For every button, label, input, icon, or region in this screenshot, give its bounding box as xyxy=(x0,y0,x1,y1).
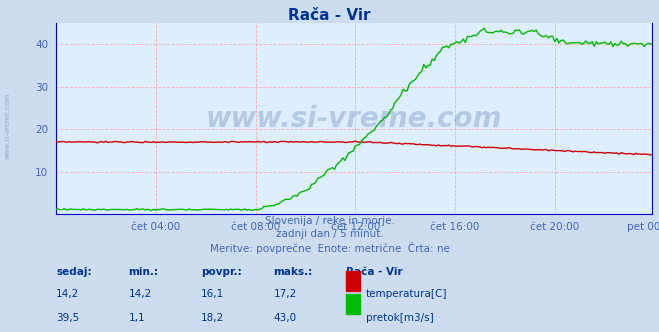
Text: 17,2: 17,2 xyxy=(273,289,297,299)
Text: maks.:: maks.: xyxy=(273,267,313,277)
Text: sedaj:: sedaj: xyxy=(56,267,92,277)
Text: Rača - Vir: Rača - Vir xyxy=(346,267,403,277)
Text: temperatura[C]: temperatura[C] xyxy=(366,289,447,299)
Text: min.:: min.: xyxy=(129,267,159,277)
Text: 1,1: 1,1 xyxy=(129,313,145,323)
Text: zadnji dan / 5 minut.: zadnji dan / 5 minut. xyxy=(275,229,384,239)
Text: 43,0: 43,0 xyxy=(273,313,297,323)
Text: Meritve: povprečne  Enote: metrične  Črta: ne: Meritve: povprečne Enote: metrične Črta:… xyxy=(210,242,449,254)
Text: 14,2: 14,2 xyxy=(56,289,79,299)
Text: 16,1: 16,1 xyxy=(201,289,224,299)
Text: Rača - Vir: Rača - Vir xyxy=(288,8,371,23)
Text: povpr.:: povpr.: xyxy=(201,267,242,277)
Text: pretok[m3/s]: pretok[m3/s] xyxy=(366,313,434,323)
Text: 39,5: 39,5 xyxy=(56,313,79,323)
Text: www.si-vreme.com: www.si-vreme.com xyxy=(206,105,502,133)
Text: Slovenija / reke in morje.: Slovenija / reke in morje. xyxy=(264,216,395,226)
Text: www.si-vreme.com: www.si-vreme.com xyxy=(5,93,11,159)
Text: 14,2: 14,2 xyxy=(129,289,152,299)
Text: 18,2: 18,2 xyxy=(201,313,224,323)
